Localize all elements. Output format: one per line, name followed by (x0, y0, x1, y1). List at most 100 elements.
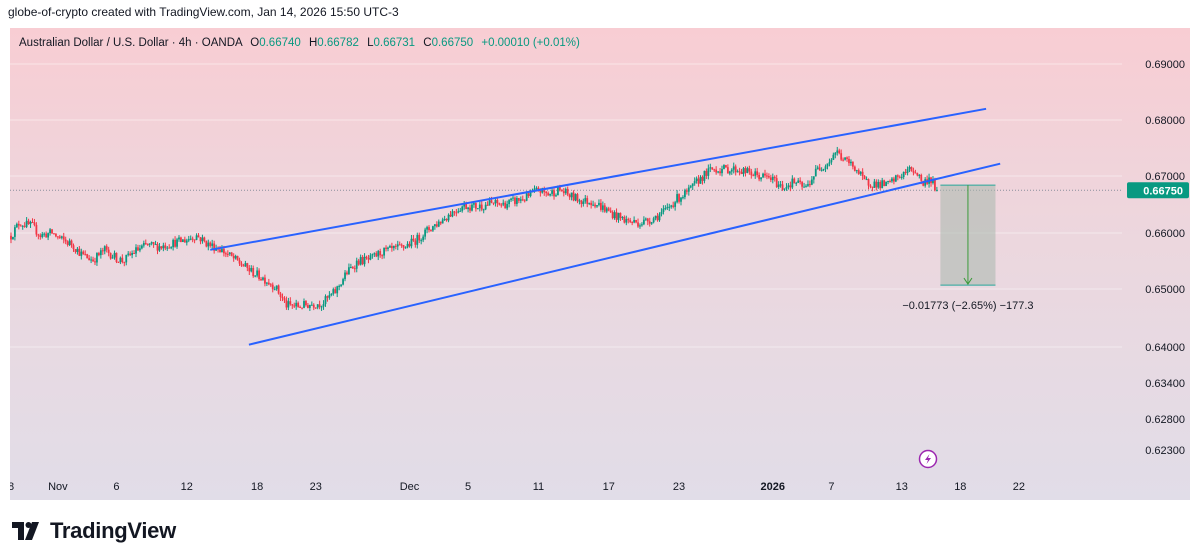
candle-body (555, 195, 557, 197)
projection-label: −0.01773 (−2.65%) −177.3 (902, 300, 1033, 312)
candle-body (328, 294, 331, 298)
candle-body (152, 242, 155, 245)
candle-body (121, 257, 124, 263)
candle-body (764, 173, 766, 176)
candle-body (840, 153, 843, 160)
candle-body (418, 234, 421, 241)
candle-body (90, 259, 92, 261)
candle-body (633, 220, 636, 223)
candle-body (486, 204, 489, 206)
candle-body (572, 192, 575, 201)
candle-body (883, 180, 886, 187)
candle-body (410, 238, 413, 247)
candle-body (27, 220, 30, 225)
candle-body (295, 302, 298, 307)
legend-open-value: 0.66740 (259, 37, 301, 49)
candle-body (180, 237, 182, 243)
candle-body (766, 175, 768, 177)
y-axis-tick-label: 0.68000 (1145, 115, 1185, 127)
price-chart[interactable]: −0.01773 (−2.65%) −177.3 0.69000 0.68000 0.… (10, 28, 1190, 500)
candle-body (709, 167, 712, 169)
candle-body (660, 211, 663, 215)
candle-body (519, 199, 522, 201)
candle-body (115, 252, 118, 262)
channel-lower-line (248, 162, 1001, 346)
candle-body (551, 190, 553, 194)
candle-body (150, 242, 153, 244)
chart-area[interactable]: −0.01773 (−2.65%) −177.3 0.69000 0.68000 0.… (10, 28, 1190, 500)
candle-body (15, 223, 18, 228)
candle-body (349, 267, 352, 269)
candle-body (473, 203, 475, 205)
x-axis-tick-label: 6 (113, 481, 119, 493)
candle-body (810, 179, 813, 185)
candle-body (682, 197, 684, 199)
candle-body (834, 152, 837, 155)
lightning-icon[interactable] (918, 449, 938, 469)
candle-body (820, 169, 823, 171)
candle-body (351, 267, 354, 269)
legend-high-label: H (308, 37, 318, 49)
candle-body (574, 194, 577, 201)
tradingview-logo-icon (12, 522, 39, 540)
candle-body (934, 179, 936, 191)
candle-body (56, 236, 59, 238)
candle-body (84, 254, 87, 256)
candle-body (459, 210, 462, 212)
last-price-tag (1127, 182, 1189, 199)
candle-body (373, 253, 376, 255)
legend-low-label: L (367, 37, 374, 49)
candle-body (375, 253, 378, 257)
candle-body (859, 171, 862, 174)
candle-body (777, 184, 780, 188)
candle-body (488, 200, 491, 206)
candle-body (244, 263, 247, 267)
candle-body (105, 246, 108, 250)
candle-body (576, 194, 579, 202)
candle-body (25, 220, 28, 227)
candle-body (861, 171, 864, 177)
lightning-icon-bolt (925, 454, 931, 464)
candle-body (293, 305, 296, 307)
y-axis-tick-label: 0.66000 (1145, 228, 1185, 240)
candle-body (687, 187, 690, 192)
candle-body (74, 249, 77, 252)
candle-body (47, 233, 50, 238)
candle-body (562, 191, 565, 194)
candle-body (855, 170, 858, 172)
candle-body (482, 209, 485, 211)
candle-body (506, 204, 509, 209)
candle-body (357, 260, 360, 265)
candle-body (932, 179, 934, 184)
symbol-legend[interactable]: Australian Dollar / U.S. Dollar · 4h · O… (19, 37, 580, 49)
candle-body (889, 181, 891, 183)
candle-body (326, 296, 329, 298)
candle-body (699, 176, 702, 184)
candle-body (64, 239, 67, 242)
candle-body (908, 167, 911, 170)
candle-body (391, 246, 393, 249)
legend-symbol[interactable]: Australian Dollar / U.S. Dollar · 4h · O… (19, 37, 243, 49)
candle-body (592, 204, 594, 206)
candle-body (228, 252, 231, 255)
candle-body (158, 246, 161, 251)
candle-body (652, 218, 655, 223)
candle-body (111, 257, 114, 259)
candle-body (98, 253, 100, 256)
candle-body (478, 204, 481, 209)
candle-body (183, 239, 186, 243)
candle-body (308, 304, 311, 308)
candle-body (240, 263, 243, 266)
candle-body (242, 265, 245, 267)
candle-body (676, 194, 678, 203)
candle-body (471, 204, 473, 211)
candle-body (426, 227, 428, 230)
candle-body (267, 282, 270, 285)
candle-body (707, 168, 710, 176)
candle-body (12, 236, 14, 240)
candle-body (119, 257, 122, 263)
candle-body (625, 219, 628, 223)
candle-body (264, 277, 266, 284)
candle-body (670, 205, 673, 207)
candle-body (226, 253, 229, 255)
